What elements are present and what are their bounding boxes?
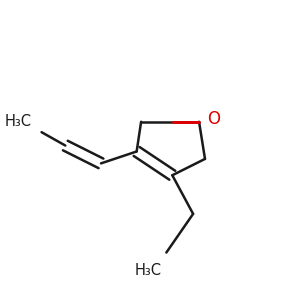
Text: O: O: [207, 110, 220, 128]
Text: H₃C: H₃C: [4, 114, 31, 129]
Text: H₃C: H₃C: [135, 263, 162, 278]
